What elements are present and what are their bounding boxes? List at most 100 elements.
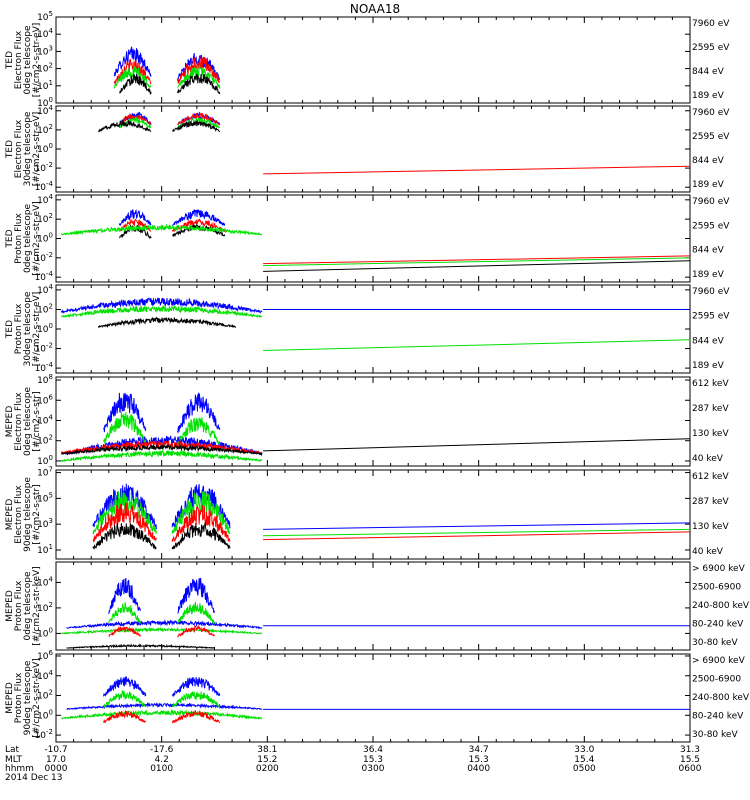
series-blue-trace — [171, 676, 221, 698]
series-green-trace — [103, 690, 147, 709]
footer-hhmm-value: 0200 — [256, 764, 279, 774]
y-axis-label-line: MEPED — [5, 406, 15, 438]
series-blue-trace — [118, 208, 152, 226]
y-axis-label: TEDProton Flux30deg telescope[#/cm2-s-st… — [5, 291, 42, 366]
series-red-trace — [177, 55, 221, 84]
legend-entry: 40 keV — [692, 454, 724, 464]
legend-entry: 189 eV — [692, 91, 725, 101]
legend-entry: 40 keV — [692, 547, 724, 557]
y-axis-label-line: Electron Flux — [14, 392, 24, 451]
series-black-tail — [263, 260, 691, 272]
series-group — [61, 676, 263, 724]
series-group — [61, 577, 263, 649]
y-tick-label: 102 — [37, 601, 53, 614]
y-tick-label: 107 — [37, 466, 53, 479]
y-tick-label: 10-4 — [35, 361, 54, 374]
footer-lat-value: 31.3 — [680, 745, 700, 755]
series-blue-trace — [113, 46, 152, 77]
y-axis-label-line: 90deg telescope — [23, 660, 33, 735]
series-black-trace — [92, 522, 157, 550]
series-blue-trace — [103, 676, 147, 697]
series-green-tail — [263, 528, 691, 537]
footer-mlt-value: 15.4 — [574, 755, 594, 765]
legend-entry: 844 eV — [692, 67, 725, 77]
series-blue-trace — [172, 209, 226, 226]
series-black-trace — [177, 73, 221, 95]
y-axis-label-line: Electron Flux — [14, 30, 24, 89]
footer-mlt-value: 15.2 — [257, 755, 277, 765]
series-red-trace — [177, 624, 215, 638]
legend-entry: 612 keV — [692, 472, 729, 482]
series-blue-trace — [66, 619, 263, 630]
series-blue-trace — [108, 577, 141, 615]
legend-entry: > 6900 keV — [692, 564, 746, 574]
footer-hhmm-value: 0500 — [573, 764, 596, 774]
y-tick-label: 102 — [37, 62, 53, 75]
series-black-trace — [171, 119, 220, 133]
y-axis-label-line: Electron Flux — [14, 485, 24, 544]
y-axis-label-line: [#/cm2-s-str-keV] — [32, 658, 42, 737]
series-green-trace — [61, 709, 263, 720]
y-tick-label: 105 — [37, 10, 53, 23]
legend-entry: 2500-6900 — [692, 583, 741, 593]
footer-row-label: Lat — [5, 745, 20, 755]
series-red-trace — [103, 710, 146, 724]
y-tick-label: 100 — [37, 454, 53, 467]
y-tick-label: 102 — [37, 434, 53, 447]
y-axis-label-line: 90deg telescope — [23, 477, 33, 552]
y-tick-label: 103 — [37, 44, 53, 57]
y-tick-label: 10-2 — [35, 728, 53, 741]
series-blue-trace — [66, 435, 263, 457]
series-green-trace — [60, 449, 263, 463]
legend-entry: 7960 eV — [692, 287, 730, 297]
footer-mlt-value: 17.0 — [46, 755, 66, 765]
legend-entry: 2595 eV — [692, 312, 730, 322]
panel-frame — [55, 16, 691, 104]
y-axis-label-line: Proton Flux — [14, 303, 24, 354]
y-tick-label: 104 — [37, 193, 53, 206]
footer-mlt-value: 4.2 — [155, 755, 169, 765]
y-axis-label-line: Proton Flux — [14, 672, 24, 723]
y-axis-label-line: TED — [5, 229, 15, 248]
series-black-trace — [97, 316, 237, 329]
footer-mlt-value: 15.5 — [680, 755, 700, 765]
y-tick-label: 101 — [37, 543, 53, 556]
series-blue-trace — [177, 392, 221, 434]
series-green-trace — [171, 491, 231, 535]
y-tick-label: 101 — [37, 79, 53, 92]
legend-entry: 80-240 keV — [692, 712, 744, 722]
series-black-trace — [171, 522, 231, 550]
series-red-tail — [263, 531, 691, 541]
legend-entry: 2500-6900 — [692, 675, 741, 685]
y-tick-label: 102 — [37, 302, 53, 315]
y-axis-label-line: Electron Flux — [14, 119, 24, 178]
y-tick-label: 104 — [37, 283, 53, 296]
footer-lat-value: 34.7 — [469, 745, 489, 755]
legend-entry: 7960 eV — [692, 19, 730, 29]
series-green-trace — [113, 66, 152, 89]
legend-entry: 130 keV — [692, 522, 729, 532]
y-axis-label-line: [#/cm2-s-str] — [32, 391, 42, 451]
y-tick-label: 102 — [37, 689, 53, 702]
legend-entry: 7960 eV — [692, 197, 730, 207]
y-tick-label: 102 — [37, 123, 53, 136]
y-tick-label: 100 — [37, 708, 53, 721]
series-group — [60, 208, 263, 240]
legend-entry: 2595 eV — [692, 43, 730, 53]
y-tick-label: 10-2 — [35, 342, 53, 355]
y-axis-label-line: 0deg telescope — [23, 571, 33, 641]
series-black-trace — [98, 119, 152, 133]
footer-mlt-value: 15.3 — [469, 755, 489, 765]
y-axis-label-line: 30deg telescope — [23, 291, 33, 366]
y-tick-label: 10-2 — [35, 161, 53, 174]
y-axis-label-line: MEPED — [5, 499, 15, 531]
legend-entry: 2595 eV — [692, 221, 730, 231]
legend-entry: 30-80 keV — [692, 730, 738, 740]
series-green-trace — [177, 601, 215, 625]
y-axis-label: TEDElectron Flux0deg telescope[#/cm2-s-s… — [5, 23, 42, 98]
y-tick-label: 100 — [37, 626, 53, 639]
series-red-trace — [177, 112, 221, 126]
series-group — [113, 46, 221, 95]
